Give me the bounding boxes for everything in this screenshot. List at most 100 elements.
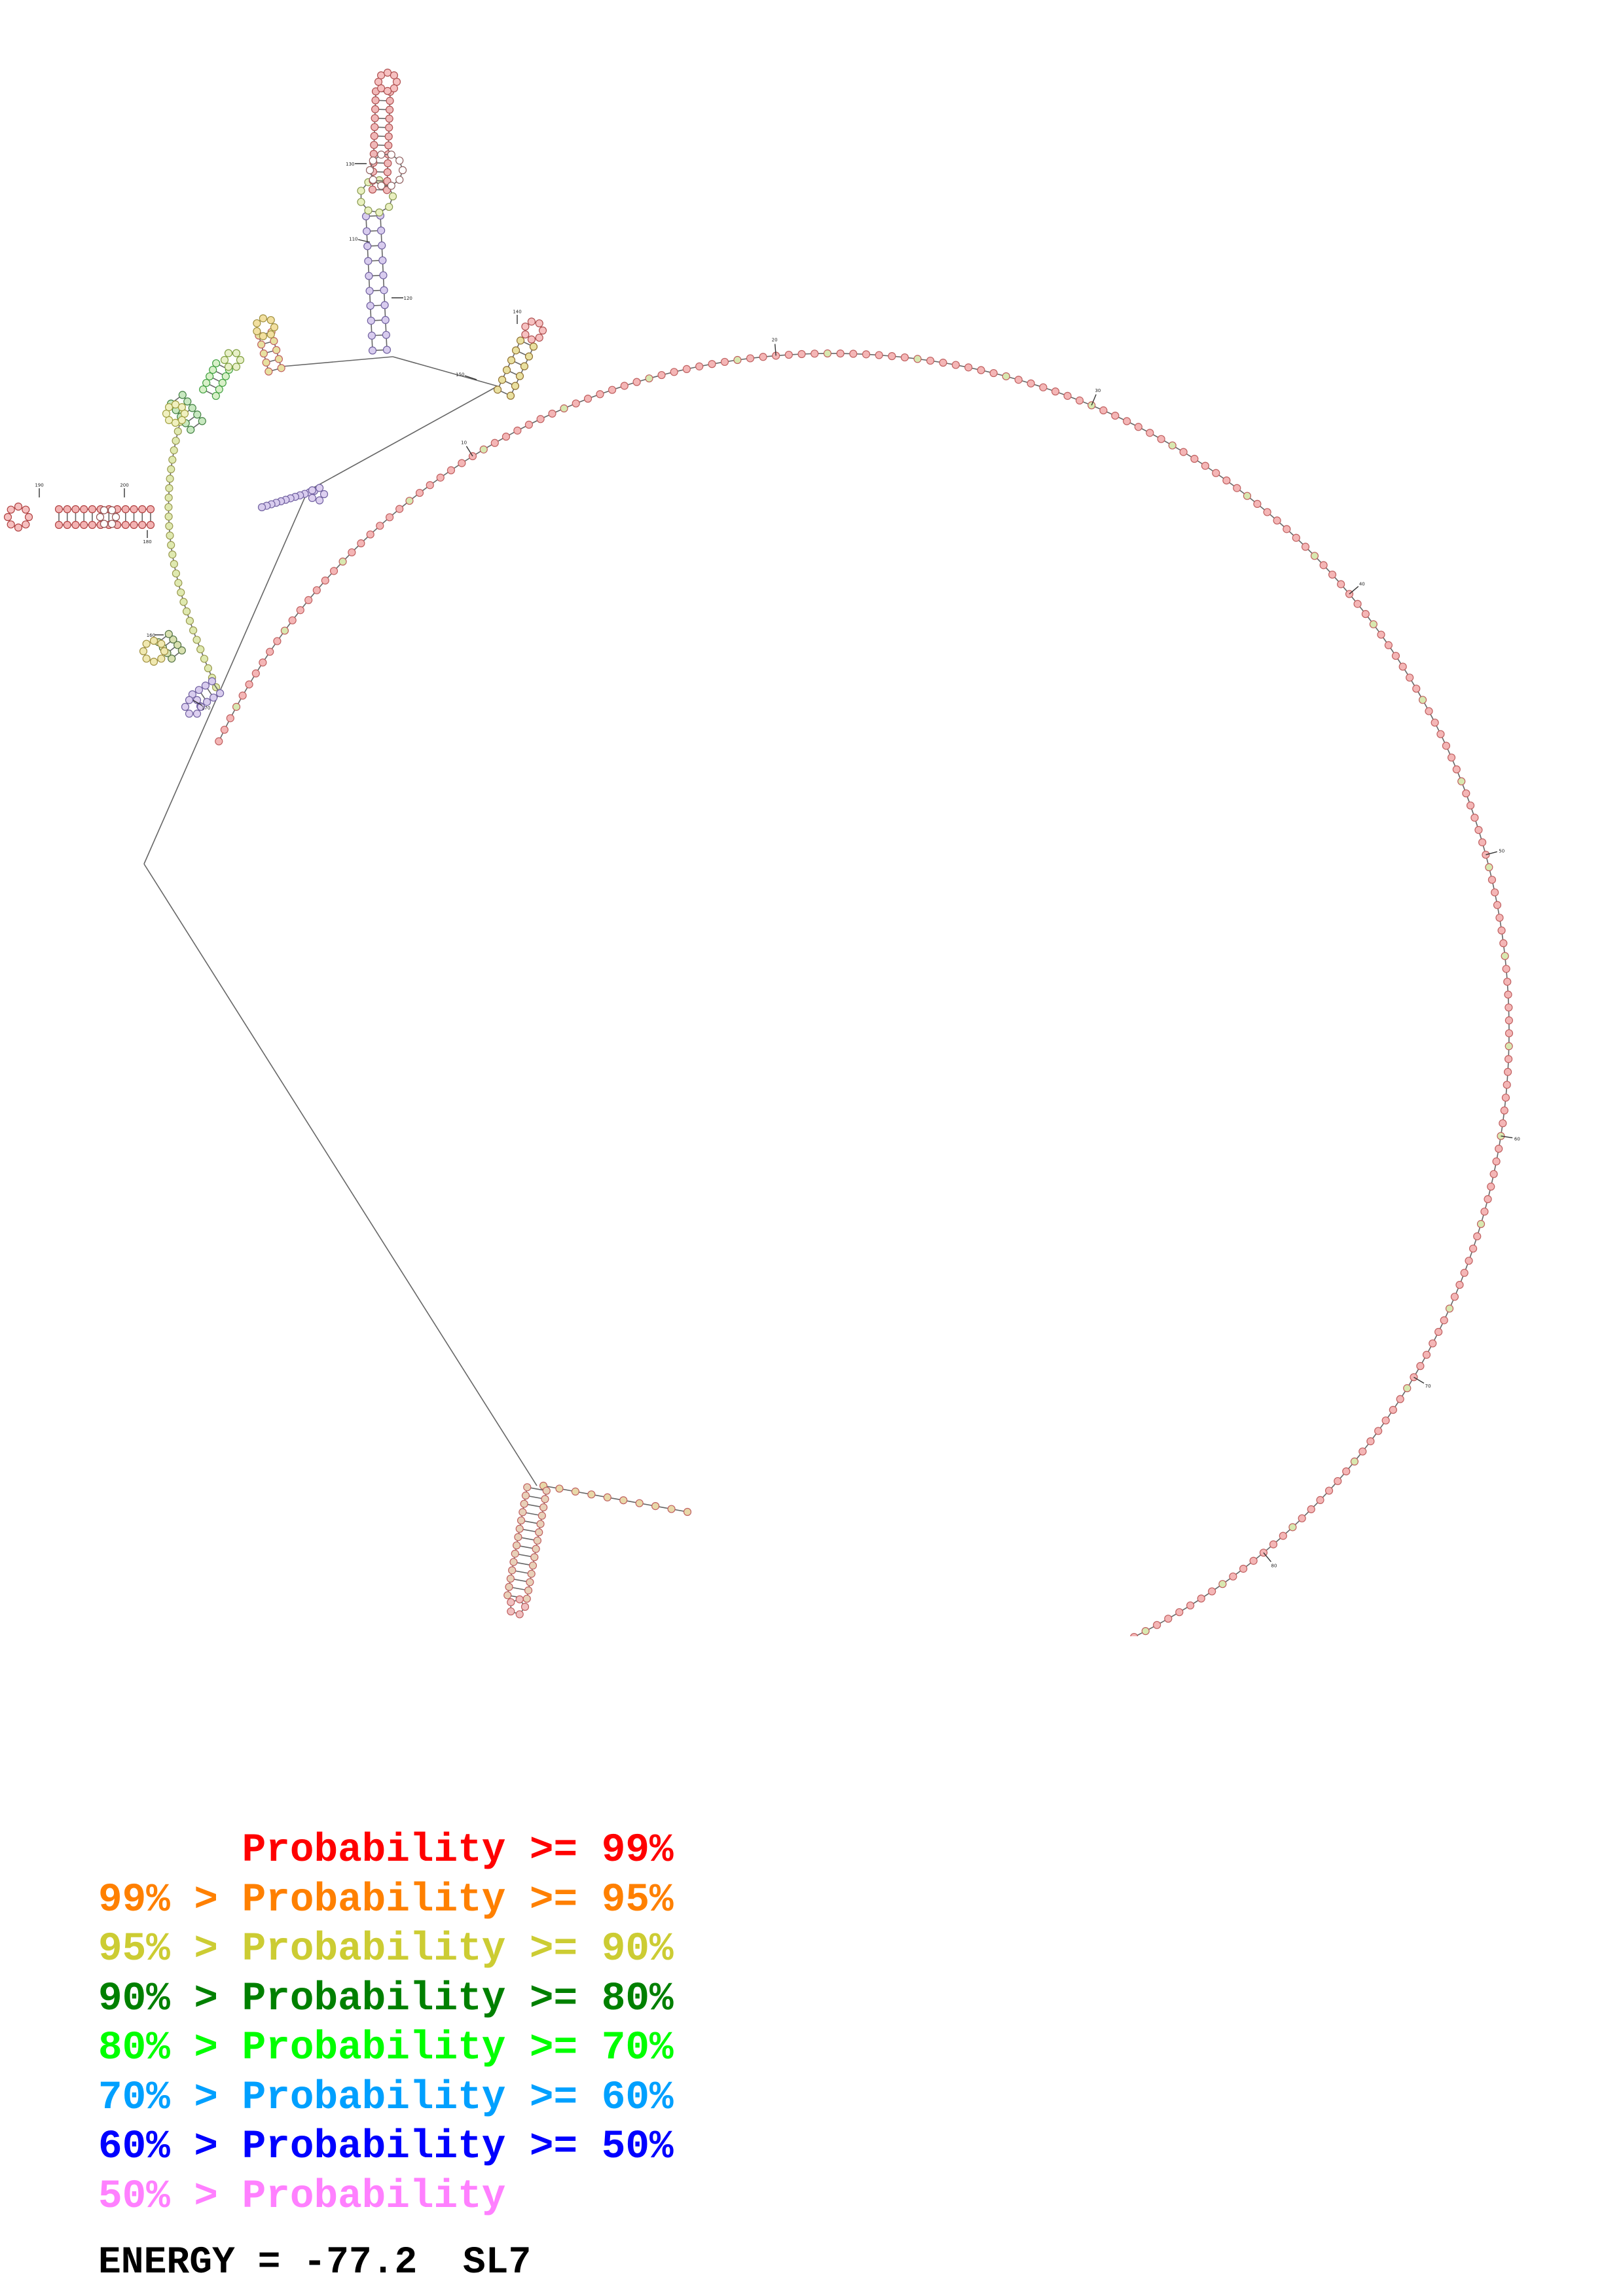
nucleotide bbox=[1218, 1580, 1227, 1588]
legend-row-suffix: >= 95% bbox=[529, 1877, 674, 1923]
nucleotide bbox=[1462, 789, 1470, 798]
nucleotide bbox=[368, 346, 377, 355]
nucleotide bbox=[1316, 1496, 1324, 1504]
nucleotide bbox=[515, 1595, 524, 1604]
nucleotide bbox=[695, 362, 704, 370]
nucleotide bbox=[329, 567, 338, 575]
nucleotide bbox=[338, 557, 347, 566]
nucleotide bbox=[1503, 1081, 1511, 1089]
nucleotide bbox=[1279, 1532, 1287, 1540]
nucleotide bbox=[1288, 1523, 1297, 1532]
nucleotide bbox=[221, 372, 230, 381]
legend-row-label: Probability bbox=[242, 1927, 506, 1972]
nucleotide bbox=[511, 1549, 519, 1558]
nucleotide bbox=[1130, 1632, 1139, 1636]
nucleotide bbox=[3, 512, 12, 522]
nucleotide bbox=[1457, 777, 1466, 785]
position-label: 140 bbox=[513, 309, 521, 314]
nucleotide bbox=[964, 363, 973, 372]
nucleotide bbox=[226, 714, 234, 723]
nucleotide bbox=[185, 696, 194, 704]
nucleotide bbox=[398, 166, 407, 175]
nucleotide bbox=[797, 350, 806, 359]
nucleotide bbox=[507, 356, 516, 365]
nucleotide bbox=[493, 386, 502, 394]
nucleotide bbox=[1141, 1626, 1150, 1636]
nucleotide bbox=[185, 617, 194, 625]
position-label: 10 bbox=[461, 440, 467, 446]
nucleotide bbox=[395, 175, 404, 184]
nucleotide bbox=[376, 522, 384, 530]
nucleotide bbox=[989, 368, 998, 378]
nucleotide bbox=[511, 382, 520, 390]
nucleotide bbox=[1337, 580, 1345, 588]
nucleotide bbox=[1243, 492, 1252, 500]
legend-row: 95% > Probability >= 90% bbox=[98, 1925, 674, 1975]
nucleotide bbox=[369, 156, 377, 165]
nucleotide bbox=[220, 355, 229, 365]
nucleotide bbox=[657, 370, 666, 380]
nucleotide bbox=[506, 391, 515, 400]
nucleotide bbox=[166, 531, 174, 540]
nucleotide bbox=[1412, 685, 1421, 693]
nucleotide bbox=[1366, 1437, 1375, 1446]
nucleotide bbox=[272, 346, 281, 354]
nucleotide bbox=[1134, 423, 1142, 431]
nucleotide bbox=[1468, 1244, 1478, 1253]
position-label: 50 bbox=[1499, 848, 1504, 853]
nucleotide bbox=[381, 315, 390, 325]
nucleotide bbox=[395, 156, 404, 165]
nucleotide bbox=[1168, 441, 1176, 450]
nucleotide bbox=[1416, 1362, 1425, 1371]
nucleotide bbox=[1504, 1029, 1514, 1037]
nucleotide bbox=[509, 1558, 518, 1566]
legend-row-suffix: >= 50% bbox=[529, 2125, 674, 2170]
legend-row-suffix: >= 90% bbox=[529, 1927, 674, 1972]
position-label: 190 bbox=[35, 482, 43, 488]
nucleotide bbox=[224, 349, 233, 357]
nucleotide bbox=[1425, 707, 1433, 715]
legend-row: Probability >= 99% bbox=[98, 1826, 674, 1876]
nucleotide bbox=[382, 346, 392, 354]
nucleotide bbox=[1440, 1316, 1448, 1325]
nucleotide bbox=[198, 417, 206, 425]
nucleotide bbox=[1504, 1055, 1513, 1064]
nucleotide bbox=[149, 657, 158, 666]
nucleotide bbox=[436, 473, 445, 482]
nucleotide bbox=[1342, 1467, 1351, 1476]
nucleotide bbox=[384, 141, 393, 150]
nucleotide bbox=[862, 350, 871, 359]
nucleotide bbox=[645, 374, 653, 383]
nucleotide bbox=[583, 395, 593, 403]
nucleotide bbox=[1499, 1119, 1507, 1128]
nucleotide bbox=[1491, 888, 1499, 897]
position-label: 130 bbox=[346, 162, 354, 167]
nucleotide bbox=[288, 616, 297, 624]
nucleotide bbox=[236, 355, 245, 365]
nucleotide bbox=[232, 363, 241, 371]
nucleotide bbox=[746, 354, 755, 363]
nucleotide bbox=[1353, 600, 1362, 608]
nucleotide bbox=[167, 465, 175, 473]
nucleotide bbox=[96, 512, 105, 522]
nucleotide bbox=[875, 351, 883, 359]
nucleotide bbox=[1153, 1621, 1161, 1629]
nucleotide bbox=[708, 360, 716, 368]
nucleotide bbox=[527, 317, 536, 326]
legend-row-suffix: >= 60% bbox=[529, 2075, 674, 2121]
nucleotide bbox=[111, 512, 120, 522]
nucleotide bbox=[1478, 838, 1487, 847]
nucleotide bbox=[1292, 533, 1300, 542]
nucleotide bbox=[22, 520, 30, 529]
nucleotide bbox=[365, 272, 373, 280]
nucleotide bbox=[520, 1602, 530, 1611]
position-label: 30 bbox=[1095, 388, 1101, 393]
nucleotide bbox=[447, 466, 456, 475]
position-label: 20 bbox=[772, 337, 778, 342]
nucleotide bbox=[1229, 1572, 1237, 1581]
nucleotide bbox=[366, 302, 374, 310]
nucleotide bbox=[720, 357, 729, 367]
nucleotide bbox=[1175, 1608, 1184, 1617]
nucleotide bbox=[369, 175, 377, 184]
position-label: 110 bbox=[349, 236, 357, 242]
